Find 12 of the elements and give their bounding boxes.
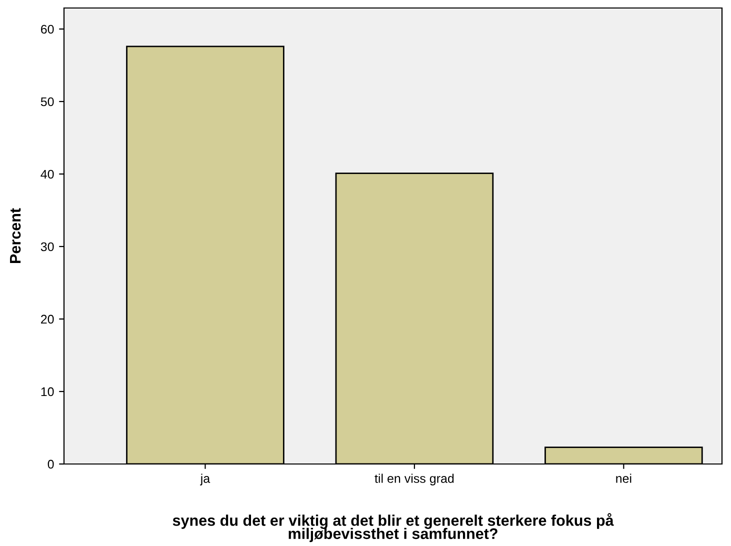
y-tick-label: 40: [40, 170, 54, 179]
y-tick-label: 50: [40, 97, 54, 106]
y-tick-label: 20: [41, 314, 54, 324]
y-tick-label: 0: [48, 460, 54, 469]
x-tick-label: ja: [200, 474, 210, 486]
y-tick-label: 60: [41, 24, 54, 34]
y-axis-title: Percent: [10, 208, 21, 263]
y-tick-label: 10: [41, 387, 54, 396]
x-axis-title: synes du det er viktig at det blir et generelt sterkere fokus på miljøbevissthet i samfunnet?: [172, 513, 614, 542]
x-tick-label: til en viss grad: [374, 474, 454, 486]
x-tick-label: nei: [616, 474, 632, 483]
y-tick-label: 30: [40, 242, 54, 252]
